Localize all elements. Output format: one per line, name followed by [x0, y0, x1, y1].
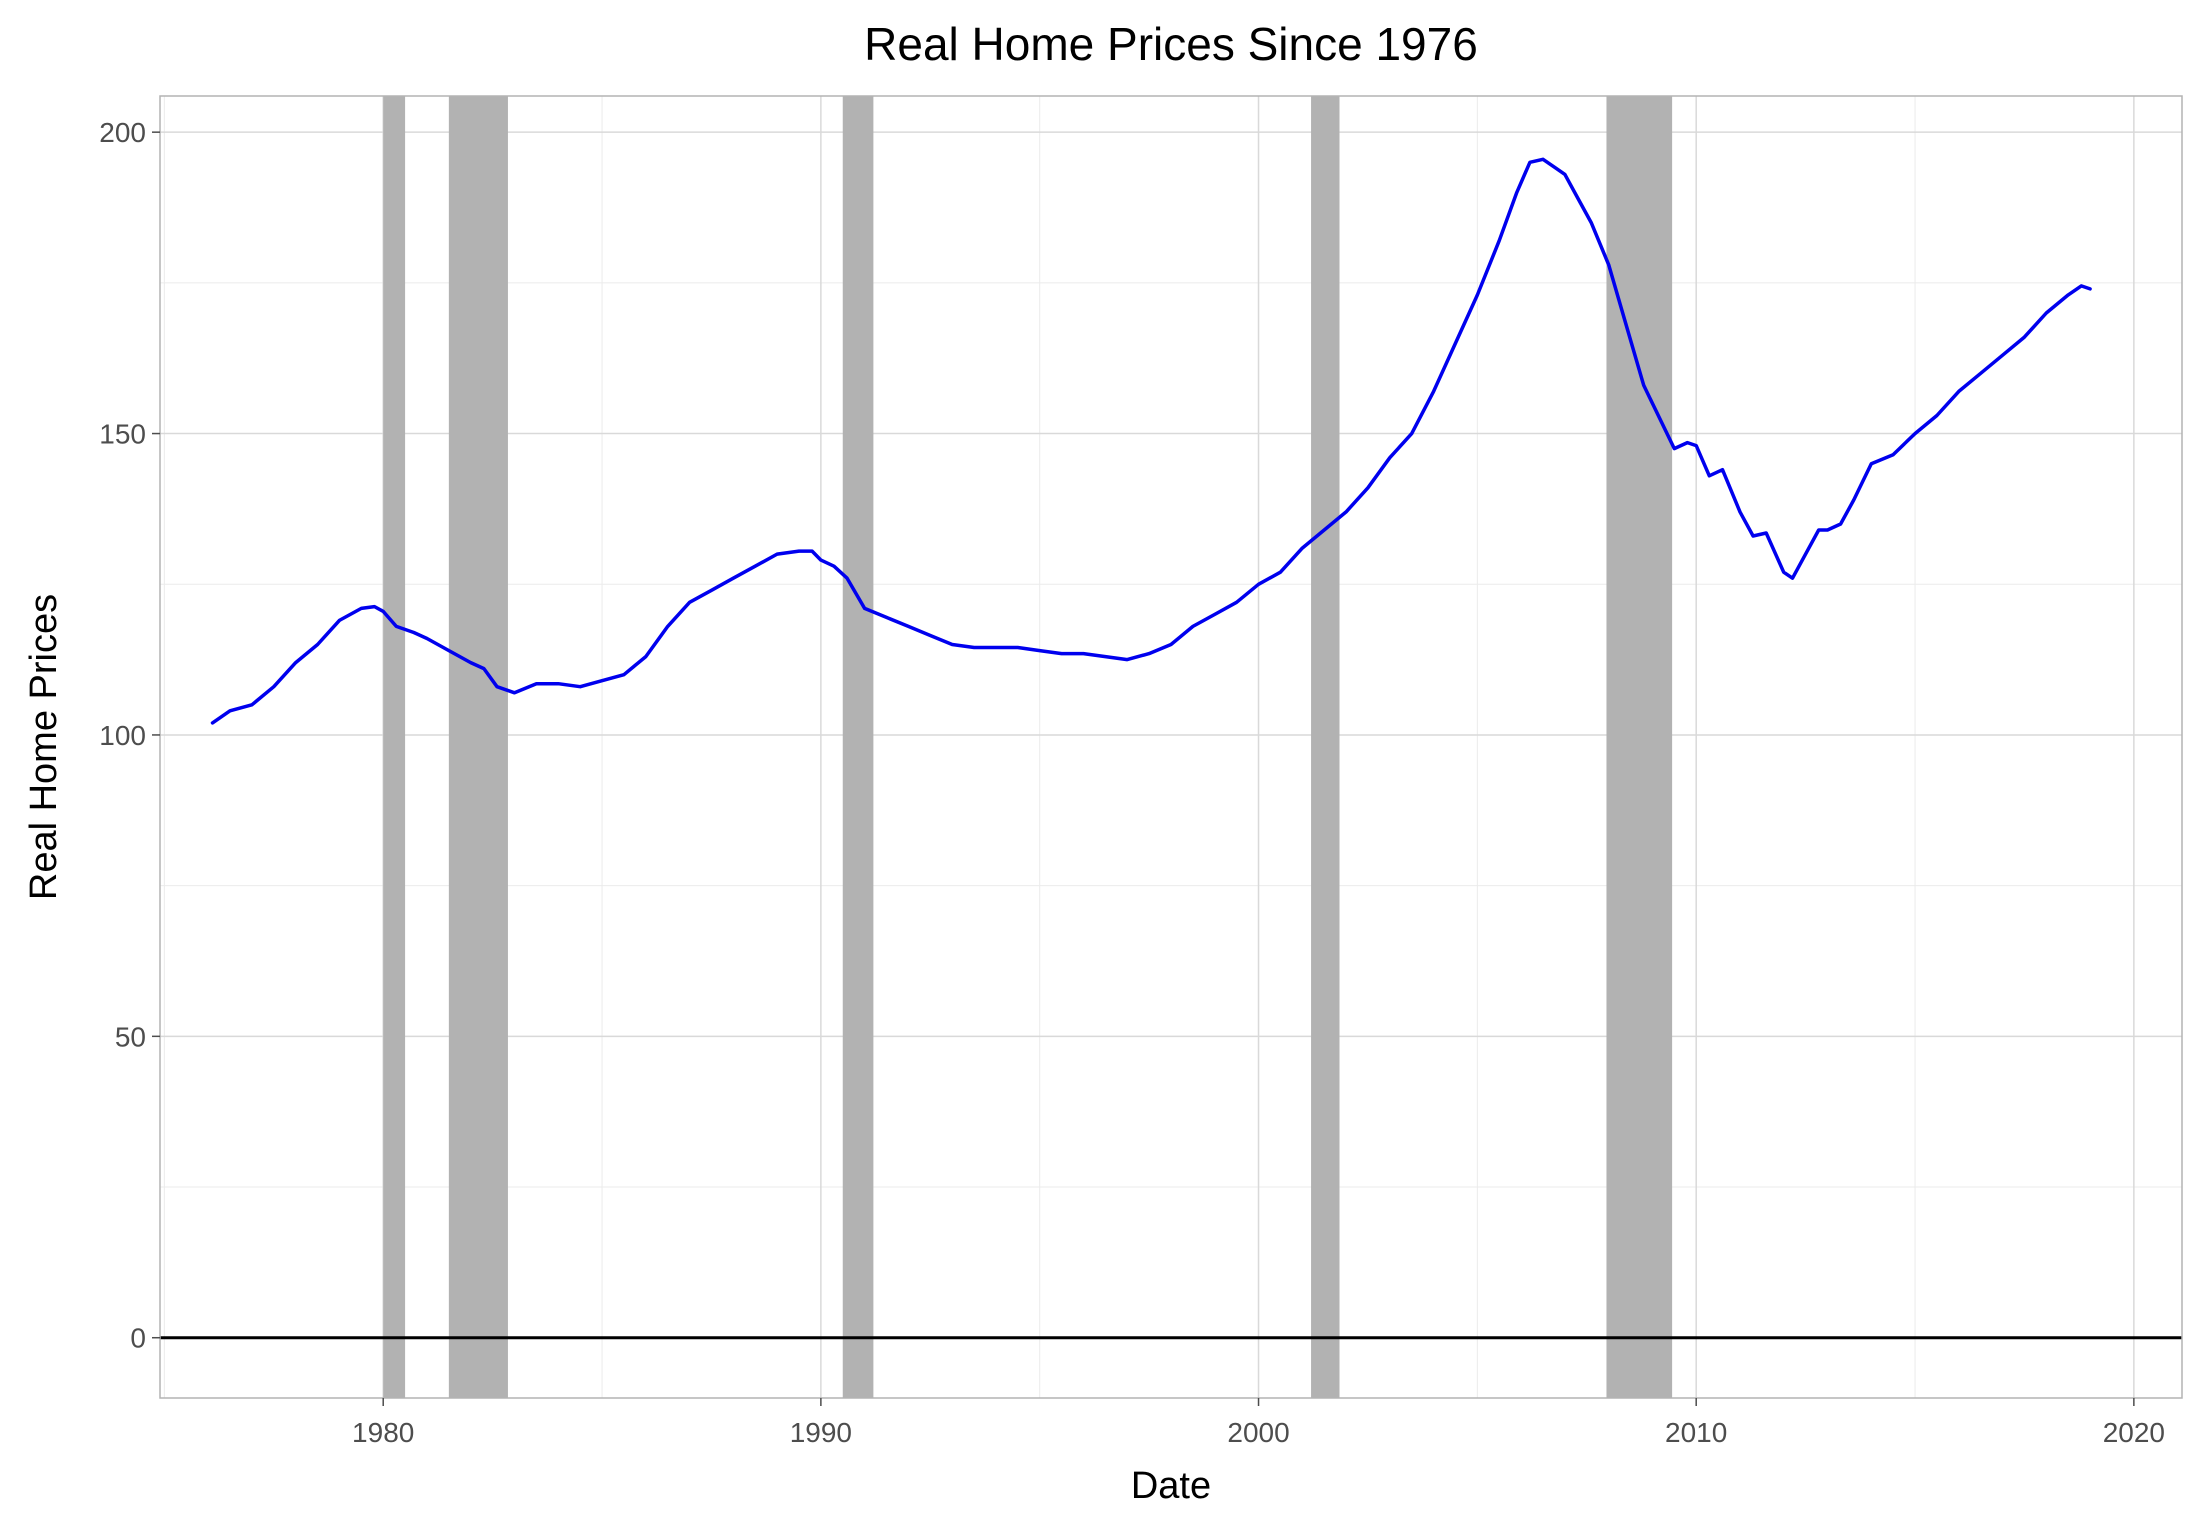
y-tick-label: 0	[130, 1323, 146, 1354]
y-tick-label: 100	[99, 720, 146, 751]
recession-band	[1606, 96, 1673, 1398]
x-tick-label: 2020	[2103, 1417, 2165, 1448]
x-axis-title: Date	[1131, 1465, 1211, 1507]
series-layer	[210, 157, 2092, 725]
y-tick-label: 150	[99, 419, 146, 450]
recession-band	[448, 96, 508, 1398]
recession-bands	[383, 96, 1673, 1398]
recession-band	[842, 96, 874, 1398]
y-tick-label: 200	[99, 117, 146, 148]
x-tick-label: 2010	[1665, 1417, 1727, 1448]
tick-layer: 1980 1990 2000 2010 2020 0 50 100 150 200	[99, 117, 2165, 1448]
x-tick-label: 1990	[790, 1417, 852, 1448]
recession-band	[383, 96, 406, 1398]
y-tick-label: 50	[115, 1021, 146, 1052]
plot-border	[159, 95, 2183, 1399]
x-tick-label: 2000	[1227, 1417, 1289, 1448]
series-line	[210, 157, 2092, 725]
y-axis-title: Real Home Prices	[23, 594, 65, 900]
recession-band	[1311, 96, 1340, 1398]
x-tick-label: 1980	[352, 1417, 414, 1448]
chart-title: Real Home Prices Since 1976	[864, 18, 1478, 70]
